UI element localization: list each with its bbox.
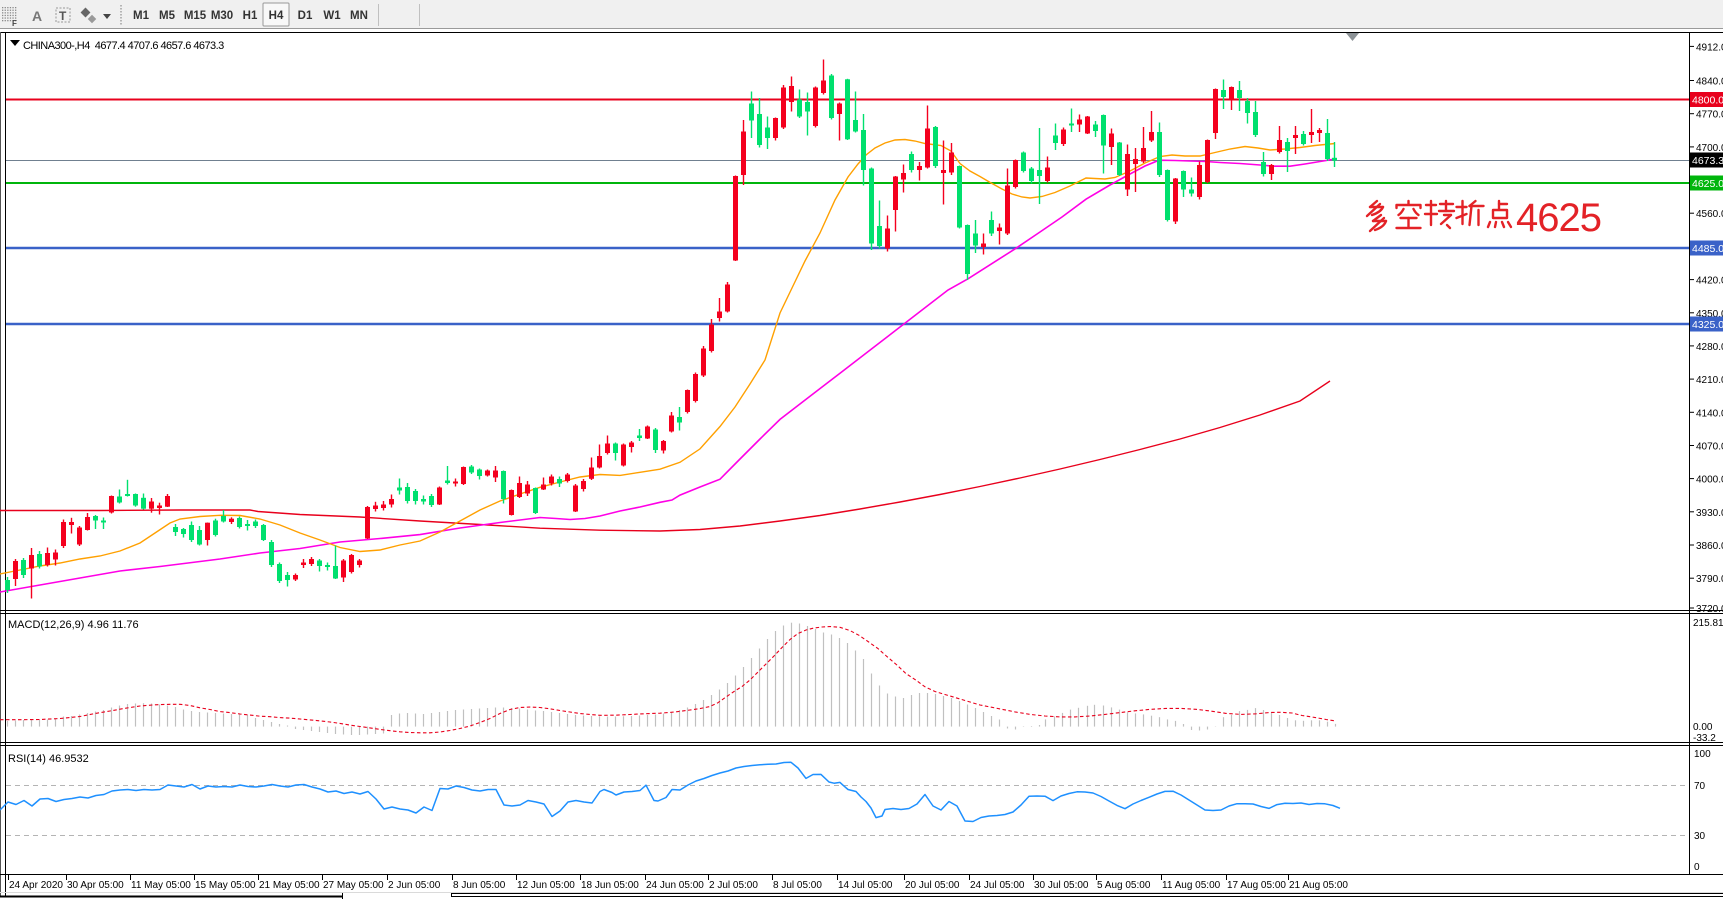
svg-text:215.81: 215.81 (1693, 618, 1723, 629)
svg-text:70: 70 (1694, 781, 1706, 792)
svg-text:14 Jul 05:00: 14 Jul 05:00 (838, 880, 893, 891)
svg-text:0: 0 (1694, 862, 1700, 873)
svg-text:2 Jun 05:00: 2 Jun 05:00 (388, 880, 441, 891)
svg-text:27 May 05:00: 27 May 05:00 (323, 880, 384, 891)
svg-text:4485.0: 4485.0 (1692, 243, 1723, 255)
svg-text:3860.0: 3860.0 (1696, 541, 1723, 552)
svg-text:0.00: 0.00 (1693, 722, 1713, 733)
svg-text:T: T (59, 9, 67, 23)
svg-text:3790.0: 3790.0 (1696, 574, 1723, 585)
svg-text:4673.3: 4673.3 (1692, 155, 1723, 167)
svg-text:A: A (32, 8, 42, 24)
svg-text:12 Jun 05:00: 12 Jun 05:00 (517, 880, 575, 891)
svg-text:24 Jul 05:00: 24 Jul 05:00 (970, 880, 1025, 891)
svg-text:4070.0: 4070.0 (1696, 442, 1723, 453)
svg-text:RSI(14) 46.9532: RSI(14) 46.9532 (8, 753, 89, 765)
svg-text:8 Jun 05:00: 8 Jun 05:00 (453, 880, 506, 891)
svg-text:4800.0: 4800.0 (1692, 95, 1723, 107)
svg-text:CHINA300-,H4 4677.4 4707.6 46: CHINA300-,H4 4677.4 4707.6 4657.6 4673.3 (23, 40, 224, 52)
svg-text:21 Aug 05:00: 21 Aug 05:00 (1289, 880, 1348, 891)
svg-text:4000.0: 4000.0 (1696, 475, 1723, 486)
svg-text:17 Aug 05:00: 17 Aug 05:00 (1227, 880, 1286, 891)
svg-text:30 Apr 05:00: 30 Apr 05:00 (67, 880, 124, 891)
svg-text:30 Jul 05:00: 30 Jul 05:00 (1034, 880, 1089, 891)
svg-text:21 May 05:00: 21 May 05:00 (259, 880, 320, 891)
svg-text:M30: M30 (211, 10, 233, 22)
svg-text:4280.0: 4280.0 (1696, 342, 1723, 353)
svg-text:20 Jul 05:00: 20 Jul 05:00 (905, 880, 960, 891)
svg-text:5 Aug 05:00: 5 Aug 05:00 (1097, 880, 1151, 891)
svg-text:H4: H4 (269, 10, 284, 22)
svg-text:M15: M15 (184, 10, 207, 22)
svg-text:24 Jun 05:00: 24 Jun 05:00 (646, 880, 704, 891)
svg-text:MACD(12,26,9) 4.96 11.76: MACD(12,26,9) 4.96 11.76 (8, 619, 139, 631)
svg-text:4325.0: 4325.0 (1692, 319, 1723, 331)
svg-text:30: 30 (1694, 831, 1706, 842)
svg-text:4625.0: 4625.0 (1692, 178, 1723, 190)
svg-text:24 Apr 2020: 24 Apr 2020 (9, 880, 63, 891)
svg-text:4625: 4625 (1516, 196, 1601, 240)
svg-text:4350.0: 4350.0 (1696, 309, 1723, 320)
svg-text:11 May 05:00: 11 May 05:00 (131, 880, 191, 891)
svg-text:M1: M1 (133, 10, 150, 22)
svg-text:100: 100 (1694, 749, 1711, 760)
svg-text:H1: H1 (243, 10, 258, 22)
svg-text:4420.0: 4420.0 (1696, 276, 1723, 287)
svg-text:4700.0: 4700.0 (1696, 143, 1723, 154)
svg-text:-33.2: -33.2 (1693, 733, 1716, 744)
svg-text:W1: W1 (323, 10, 341, 22)
svg-text:2 Jul 05:00: 2 Jul 05:00 (709, 880, 758, 891)
svg-text:D1: D1 (298, 10, 313, 22)
svg-text:3930.0: 3930.0 (1696, 508, 1723, 519)
svg-text:4560.0: 4560.0 (1696, 209, 1723, 220)
svg-text:11 Aug 05:00: 11 Aug 05:00 (1162, 880, 1221, 891)
svg-text:18 Jun 05:00: 18 Jun 05:00 (581, 880, 639, 891)
svg-text:4912.0: 4912.0 (1696, 42, 1723, 53)
svg-text:M5: M5 (159, 10, 176, 22)
svg-text:4210.0: 4210.0 (1696, 375, 1723, 386)
svg-text:F: F (12, 19, 17, 28)
svg-text:3720.0: 3720.0 (1696, 604, 1723, 615)
svg-text:4840.0: 4840.0 (1696, 77, 1723, 88)
svg-text:15 May 05:00: 15 May 05:00 (195, 880, 256, 891)
svg-text:MN: MN (350, 10, 368, 22)
svg-text:4770.0: 4770.0 (1696, 110, 1723, 121)
svg-text:8 Jul 05:00: 8 Jul 05:00 (773, 880, 822, 891)
svg-text:4140.0: 4140.0 (1696, 408, 1723, 419)
